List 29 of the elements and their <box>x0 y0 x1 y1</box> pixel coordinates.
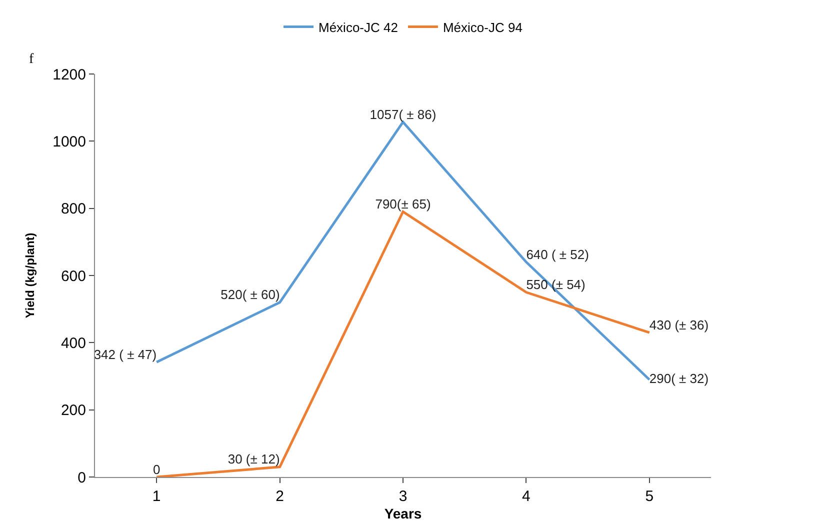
text: f <box>29 52 34 67</box>
data-label: 640 ( ± 52) <box>526 246 589 262</box>
legend-label: México-JC 94 <box>442 20 522 35</box>
y-axis-title: Yield (kg/plant) <box>22 232 37 318</box>
y-tick-label: 1000 <box>52 133 86 150</box>
line-series <box>155 120 651 381</box>
data-label: 342 ( ± 47) <box>94 346 157 362</box>
x-tick-label: 1 <box>152 488 161 505</box>
data-label: 430 (± 36) <box>649 317 709 332</box>
y-tick-label: 200 <box>60 402 86 420</box>
y-tick-label: 0 <box>78 469 86 486</box>
y-tick-label: 1200 <box>52 66 86 84</box>
x-tick-label: 3 <box>398 488 408 505</box>
legend-label: México-JC 42 <box>318 20 398 35</box>
x-tick-label: 5 <box>645 488 654 505</box>
data-label: 790(± 65) <box>375 196 431 212</box>
data-label: 520( ± 60) <box>220 287 280 302</box>
data-label: 290( ± 32) <box>649 370 709 386</box>
x-tick-label: 2 <box>276 488 284 505</box>
line-series <box>155 210 651 477</box>
data-label: 30 (± 12) <box>228 452 280 467</box>
x-tick-label: 4 <box>522 488 530 505</box>
y-tick-label: 400 <box>60 334 86 352</box>
y-tick-label: 800 <box>60 200 86 218</box>
data-label: 1057( ± 86) <box>370 106 436 122</box>
x-axis-title: Years <box>384 505 422 522</box>
data-label: 0 <box>152 462 160 477</box>
y-tick-label: 600 <box>60 268 86 285</box>
data-label: 550 (± 54) <box>526 277 586 292</box>
